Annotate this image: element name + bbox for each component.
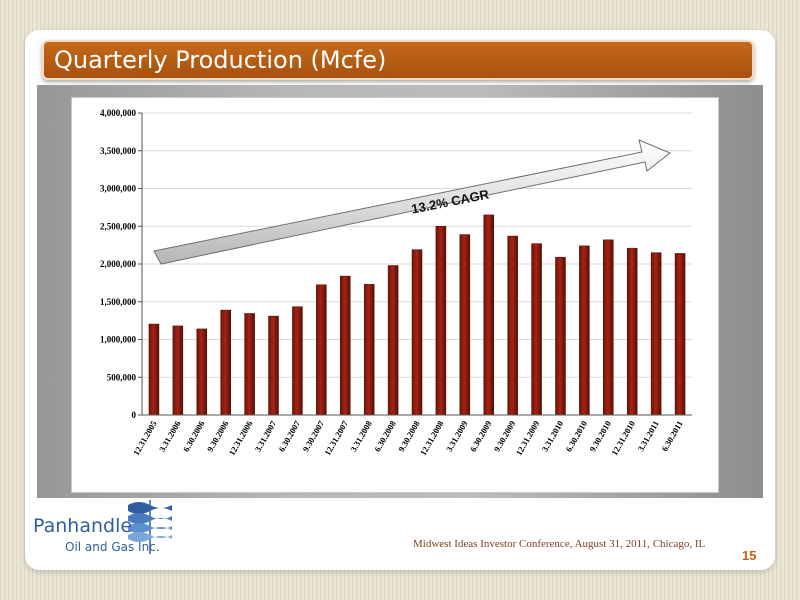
x-tick-label: 12.31.2005 [131, 419, 159, 457]
y-tick-label: 3,000,000 [100, 184, 137, 194]
bar [603, 239, 614, 416]
x-tick-label: 3.31.2010 [540, 419, 566, 453]
company-logo: Panhandle Oil and Gas Inc. [33, 498, 183, 570]
y-tick-label: 2,500,000 [100, 221, 137, 231]
y-tick-label: 4,000,000 [100, 108, 137, 118]
bar [220, 309, 231, 416]
x-tick-label: 6.30.2011 [659, 419, 684, 453]
bar [531, 243, 542, 416]
x-tick-label: 9.30.2008 [396, 419, 422, 453]
bar [316, 284, 327, 416]
x-tick-label: 6.30.2007 [277, 418, 303, 453]
bar [674, 253, 686, 416]
x-tick-label: 3.31.2009 [444, 419, 470, 453]
bar [507, 235, 518, 416]
x-tick-label: 6.30.2006 [181, 419, 207, 453]
bar [411, 249, 423, 416]
bar [292, 306, 303, 416]
bar [148, 323, 160, 416]
x-tick-label: 12.31.2008 [418, 419, 446, 457]
bar [387, 265, 399, 416]
bar [340, 275, 351, 416]
x-tick-label: 3.31.2008 [348, 419, 374, 453]
y-tick-label: 500,000 [107, 372, 137, 382]
x-tick-label: 12.31.2007 [322, 418, 350, 457]
cagr-arrow [153, 139, 671, 265]
page-number: 15 [742, 548, 757, 563]
title-bar: Quarterly Production (Mcfe) [42, 40, 754, 80]
x-tick-label: 9.30.2007 [300, 418, 326, 453]
x-tick-label: 12.31.2009 [514, 419, 542, 457]
bar [555, 256, 566, 416]
x-tick-label: 3.31.2006 [157, 419, 183, 453]
x-tick-label: 6.30.2008 [372, 419, 398, 453]
bar [363, 284, 375, 416]
x-tick-label: 9.30.2010 [587, 419, 613, 453]
logo-subtitle: Oil and Gas Inc. [65, 540, 160, 554]
y-tick-label: 2,000,000 [100, 259, 137, 269]
x-tick-label: 9.30.2009 [492, 419, 518, 453]
footer-text: Midwest Ideas Investor Conference, Augus… [413, 538, 706, 550]
bar [459, 234, 471, 416]
slide-title: Quarterly Production (Mcfe) [54, 46, 387, 74]
bar [483, 214, 494, 416]
bar [244, 313, 255, 416]
bar [650, 252, 662, 416]
y-tick-label: 1,000,000 [100, 335, 137, 345]
x-tick-label: 12.31.2010 [609, 419, 637, 457]
bar [435, 226, 447, 416]
bar [172, 325, 184, 416]
x-tick-label: 3.31.2007 [253, 418, 279, 453]
logo-name: Panhandle [33, 515, 133, 537]
x-tick-label: 6.30.2009 [468, 419, 494, 453]
x-tick-label: 3.31.2011 [635, 419, 660, 453]
x-tick-label: 6.30.2010 [563, 419, 589, 453]
x-tick-label: 9.30.2006 [205, 419, 231, 453]
chart-area: 0 500,000 1,000,000 1,500,000 2,000,000 2,500… [71, 97, 719, 493]
bar [196, 328, 208, 416]
bar [579, 245, 590, 416]
y-tick-label: 0 [132, 410, 137, 420]
y-tick-label: 1,500,000 [100, 297, 137, 307]
bar [626, 247, 638, 416]
y-tick-label: 3,500,000 [100, 146, 137, 156]
x-tick-label: 12.31.2006 [227, 419, 255, 457]
bar-chart: 0 500,000 1,000,000 1,500,000 2,000,000 2,500… [100, 108, 692, 457]
bar [268, 315, 279, 416]
panhandle-wave-logo-icon [128, 500, 172, 554]
